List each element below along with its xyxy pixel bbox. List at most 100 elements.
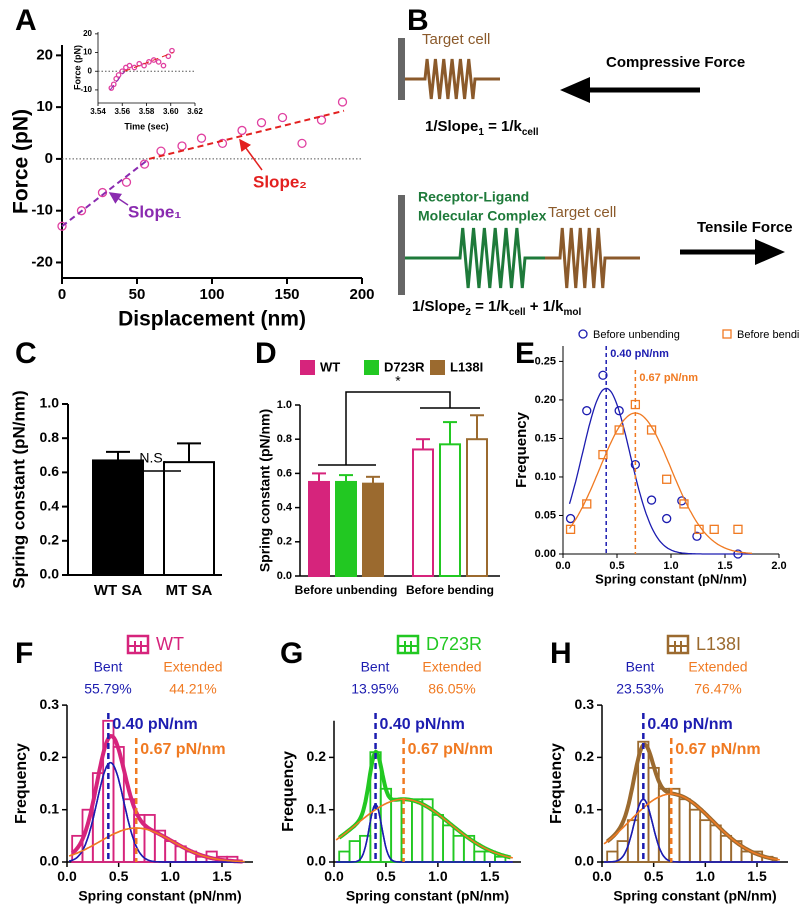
x-axis-label: Spring constant (pN/nm) bbox=[613, 888, 776, 904]
panel-letter: A bbox=[15, 4, 37, 37]
fraction-name: Bent bbox=[626, 659, 655, 675]
arrow-head bbox=[755, 239, 785, 265]
data-point bbox=[646, 495, 657, 505]
histogram-bar bbox=[348, 840, 361, 863]
marker-label: 0.40 pN/nm bbox=[647, 716, 732, 733]
fraction-name: Extended bbox=[688, 659, 747, 675]
significance-bracket bbox=[318, 391, 480, 466]
label: Receptor-Ligand bbox=[418, 189, 529, 205]
histogram-bar bbox=[678, 798, 691, 863]
histogram-bar bbox=[719, 834, 733, 863]
fraction-value: 13.95% bbox=[351, 681, 398, 697]
x-tick-label: 0.0 bbox=[57, 868, 77, 884]
y-tick-label: -10 bbox=[31, 202, 53, 219]
label: Target cell bbox=[422, 31, 490, 48]
fraction-name: Bent bbox=[361, 659, 390, 675]
eq-sub: cell bbox=[509, 307, 526, 318]
data-point bbox=[679, 499, 689, 509]
label: Tensile Force bbox=[697, 219, 793, 236]
fraction-value: 23.53% bbox=[616, 681, 663, 697]
y-tick-label: 0.2 bbox=[40, 748, 60, 764]
data-point bbox=[108, 85, 115, 91]
y-axis-label: Force (pN) bbox=[10, 109, 33, 214]
x-tick-label: 200 bbox=[349, 286, 374, 303]
y-tick-label: 0.10 bbox=[535, 471, 556, 483]
eq-part: + 1/k bbox=[526, 298, 565, 315]
spring bbox=[545, 227, 640, 289]
fit-curve bbox=[68, 827, 245, 863]
fit-line bbox=[61, 158, 150, 228]
data-point bbox=[146, 59, 152, 65]
x-tick-label: 1.5 bbox=[212, 868, 232, 884]
data-point bbox=[160, 62, 167, 69]
data-point bbox=[165, 53, 172, 60]
legend-icon bbox=[396, 634, 420, 655]
data-point bbox=[565, 513, 576, 524]
eq-part: 1/Slope bbox=[412, 298, 465, 315]
data-point bbox=[692, 531, 702, 541]
legend-swatch bbox=[430, 360, 445, 375]
data-point bbox=[256, 118, 267, 128]
panel-letter: G bbox=[280, 637, 303, 670]
x-tick-label: 0.5 bbox=[376, 868, 396, 884]
histogram-bar bbox=[442, 824, 455, 863]
data-point bbox=[177, 141, 187, 151]
y-axis-label: Spring constant (pN/nm) bbox=[9, 390, 28, 588]
y-tick-label: 0.4 bbox=[277, 502, 293, 514]
data-point bbox=[582, 406, 592, 416]
diagram: B Target cell Compressive Force 1/Slope1… bbox=[398, 4, 793, 318]
data-point bbox=[150, 57, 157, 63]
panel-letter: F bbox=[15, 637, 33, 670]
eq-sub: 2 bbox=[465, 307, 471, 318]
data-point bbox=[662, 513, 672, 524]
y-axis-label: Frequency bbox=[280, 751, 297, 832]
marker-label: 0.40 pN/nm bbox=[380, 716, 465, 733]
bar bbox=[308, 480, 330, 578]
y-tick-label: 1.0 bbox=[40, 395, 60, 411]
eq-part: = 1/k bbox=[484, 118, 523, 135]
y-tick-label: 0.6 bbox=[40, 463, 60, 479]
y-tick-label: 0.1 bbox=[575, 800, 595, 816]
y-tick-label: 20 bbox=[36, 46, 53, 63]
data-point bbox=[614, 406, 624, 416]
eq-part: = 1/k bbox=[471, 298, 510, 315]
x-tick-label: 2.0 bbox=[771, 560, 786, 572]
panel-letter: D bbox=[255, 337, 277, 370]
y-tick-label: 0.0 bbox=[40, 566, 60, 582]
eq-part: 1/Slope bbox=[425, 118, 478, 135]
panel-letter: B bbox=[407, 4, 429, 37]
y-tick-label: 0.1 bbox=[40, 800, 60, 816]
x-tick-label: 50 bbox=[129, 286, 146, 303]
data-point bbox=[733, 524, 743, 534]
annotation: * bbox=[395, 373, 401, 389]
data-point bbox=[694, 524, 704, 534]
legend-label: Before bending bbox=[737, 329, 800, 341]
y-tick-label: 0.00 bbox=[535, 548, 556, 560]
data-point bbox=[646, 425, 657, 435]
x-tick-label: 1.5 bbox=[747, 868, 767, 884]
x-tick-label: 1.5 bbox=[717, 560, 732, 572]
legend-label: Before unbending bbox=[593, 329, 680, 341]
y-axis-label: Frequency bbox=[513, 411, 530, 488]
eq-sub: 1 bbox=[478, 127, 484, 138]
x-tick-label: 100 bbox=[199, 286, 224, 303]
legend-swatch bbox=[364, 360, 379, 375]
x-tick-label: 3.54 bbox=[90, 107, 106, 116]
y-tick-label: 10 bbox=[83, 48, 92, 57]
histogram-bar bbox=[699, 819, 712, 863]
fit-line bbox=[109, 70, 126, 91]
data-point bbox=[196, 133, 207, 143]
x-axis-label: Spring constant (pN/nm) bbox=[78, 888, 241, 904]
spring bbox=[405, 227, 545, 289]
data-point bbox=[121, 177, 132, 187]
fit-curve bbox=[335, 798, 513, 859]
bar bbox=[362, 482, 384, 577]
y-tick-label: 0.3 bbox=[575, 696, 595, 712]
x-tick-label: 1.0 bbox=[428, 868, 448, 884]
y-tick-label: 0.2 bbox=[40, 532, 60, 548]
y-tick-label: -20 bbox=[31, 253, 53, 270]
x-tick-label: 1.0 bbox=[696, 868, 716, 884]
x-tick-label: 0.0 bbox=[324, 868, 344, 884]
y-tick-label: 0.1 bbox=[307, 800, 327, 816]
